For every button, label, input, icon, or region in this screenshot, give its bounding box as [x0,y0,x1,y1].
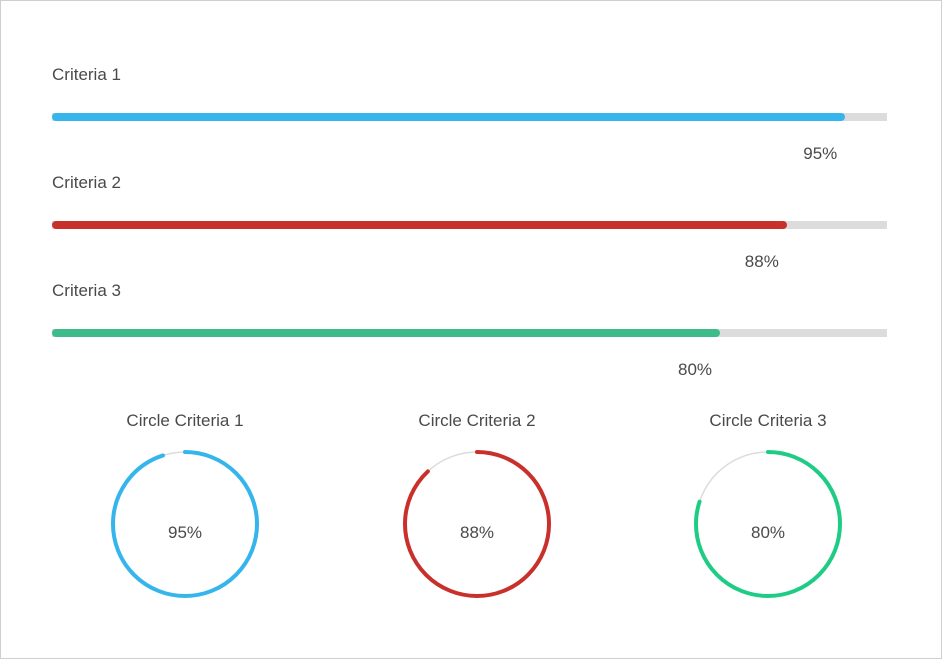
progress-bar-track [52,221,887,229]
circle-progress-ring [694,450,842,598]
circle-progress-arc [694,450,842,598]
circle-progress-ring [111,450,259,598]
progress-bar-value: 88% [744,252,779,271]
progress-bar-label: Criteria 2 [52,173,121,192]
progress-bar-value: 80% [677,360,713,379]
circle-progress-arc [403,450,551,598]
circle-progress-ring [403,450,551,598]
circle-progress-criteria-1: Circle Criteria 1 95% [100,411,270,621]
circle-progress-arc [111,450,259,598]
circle-progress-title: Circle Criteria 2 [418,411,536,430]
circle-progress-criteria-2: Circle Criteria 2 88% [392,411,562,621]
progress-bar-criteria-2: Criteria 2 88% [52,173,887,273]
progress-bar-label: Criteria 3 [52,281,121,300]
circle-progress-value: 88% [459,523,495,542]
progress-bar-track [52,329,887,337]
circle-progress-title: Circle Criteria 3 [709,411,827,430]
progress-bar-fill [52,221,787,229]
progress-bar-criteria-1: Criteria 1 95% [52,65,887,165]
progress-bar-criteria-3: Criteria 3 80% [52,281,887,381]
progress-bar-fill [52,329,720,337]
progress-bar-fill [52,113,846,121]
progress-bar-track [52,113,887,121]
circle-progress-value: 80% [750,523,786,542]
circle-progress-value: 95% [167,523,203,542]
progress-bar-label: Criteria 1 [52,65,121,84]
circle-progress-title: Circle Criteria 1 [126,411,244,430]
circle-progress-criteria-3: Circle Criteria 3 80% [683,411,853,621]
progress-bar-value: 95% [803,144,838,163]
